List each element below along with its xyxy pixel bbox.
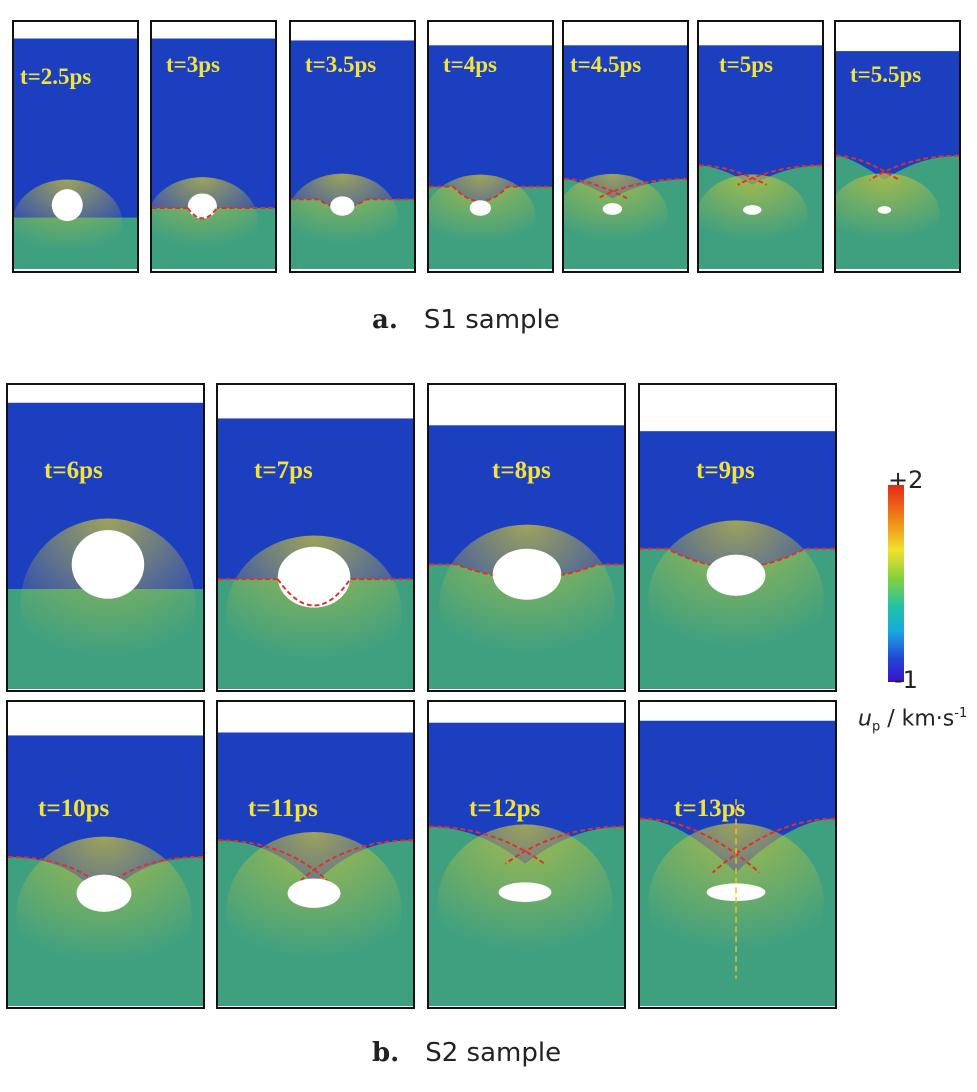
s2-frame-3: t=8ps [427,383,626,692]
time-label: t=6ps [44,457,103,484]
time-label: t=3.5ps [305,52,377,77]
shock-front-right [504,825,624,865]
pressure-glow [20,518,196,690]
shock-front [640,547,835,569]
time-label: t=4ps [443,52,498,77]
pressure-glow [439,524,615,686]
time-label: t=8ps [492,457,551,484]
s1-caption-text: S1 sample [423,305,560,335]
s2-frame-5: t=10ps [6,700,205,1009]
shock-front-right [296,839,413,886]
shock-front-left [564,177,628,200]
void [743,205,762,215]
pressure-glow [291,173,398,262]
s2-frame-1: t=6ps [6,383,205,692]
s1-frame-7: t=5.5ps [834,20,961,273]
pressure-glow [226,535,402,690]
unit-subscript: p [871,719,881,735]
s2-frame-6: t=11ps [216,700,415,1009]
void [469,200,491,216]
time-label: t=5ps [719,52,774,77]
s1-frame-2: t=3ps [150,20,277,273]
pressure-glow [437,824,613,984]
pressure-glow [14,179,123,270]
s1-frame-3: t=3.5ps [289,20,416,273]
pressure-glow [564,173,668,258]
void [76,874,132,912]
s1-frame-1: t=2.5ps [12,20,139,273]
colorbar [888,485,904,682]
unit-symbol: u [858,706,872,732]
pressure-glow [648,520,824,680]
void [71,530,145,599]
void [51,189,83,222]
time-label: t=3ps [166,52,221,77]
shock-front-right [869,154,959,181]
shock-front-right [712,817,835,874]
pressure-glow [226,831,402,990]
shock-front-void [187,207,218,220]
void [602,203,623,215]
colorbar-unit-label: up / km·s-1 [858,706,967,735]
time-label: t=7ps [254,457,313,484]
time-label: t=2.5ps [20,64,92,89]
time-label: t=13ps [674,795,746,822]
void [492,548,562,600]
s1-caption-letter: a. [372,305,398,335]
s2-caption: b. S2 sample [372,1038,561,1068]
void [706,554,766,596]
pressure-glow [699,174,808,258]
s2-caption-letter: b. [372,1038,400,1068]
time-label: t=9ps [696,457,755,484]
shock-front-left [699,164,768,186]
void [277,546,351,608]
s2-caption-text: S2 sample [425,1038,562,1068]
time-label: t=10ps [38,795,110,822]
s1-frame-5: t=4.5ps [562,20,689,273]
shock-front-right [597,177,687,200]
s2-frame-4: t=9ps [638,383,837,692]
s1-caption: a. S1 sample [372,305,560,335]
void [498,882,552,903]
time-label: t=12ps [469,795,541,822]
void [877,206,892,214]
time-label: t=4.5ps [570,52,642,77]
pressure-glow [429,174,536,260]
s1-frame-4: t=4ps [427,20,554,273]
void [187,193,217,219]
s2-frame-8: t=13ps [638,700,837,1009]
void [287,878,341,908]
s1-frame-6: t=5ps [697,20,824,273]
shock-front-left [218,839,332,886]
unit-text: / km·s [880,706,955,732]
shock-front [291,198,414,209]
shock-front-void [276,578,352,607]
void [330,196,355,216]
time-label: t=5.5ps [850,62,922,87]
s2-frame-2: t=7ps [216,383,415,692]
pressure-glow [16,836,192,995]
unit-superscript: -1 [954,706,968,721]
pressure-glow [152,177,258,266]
shock-front-right [737,164,822,186]
time-label: t=11ps [248,795,318,822]
s2-frame-7: t=12ps [427,700,626,1009]
pressure-glow [836,173,940,256]
colorbar-min-label: -1 [894,666,918,694]
